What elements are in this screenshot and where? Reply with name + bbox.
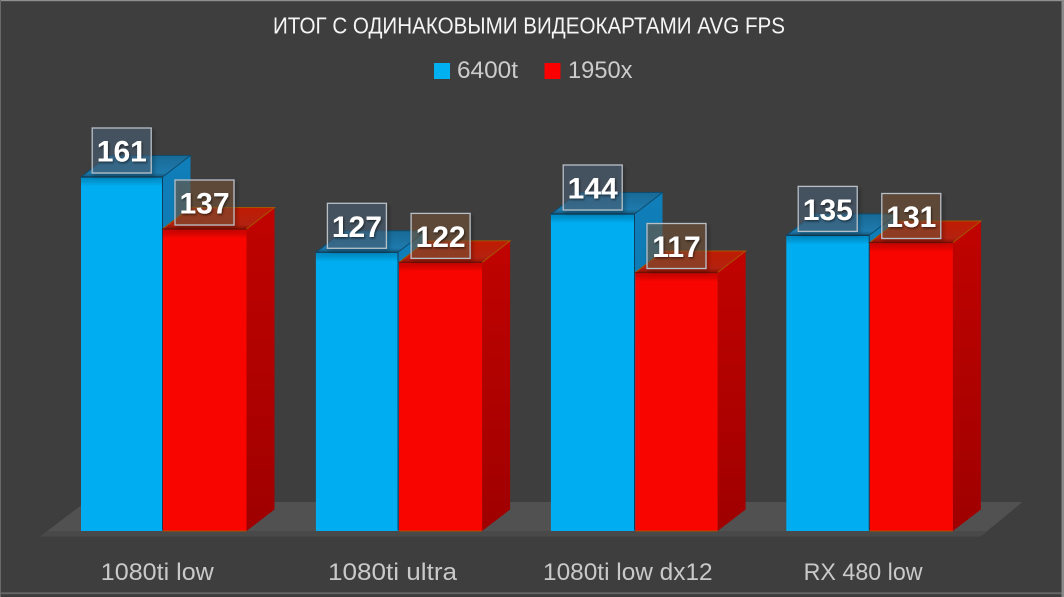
- svg-text:137: 137: [179, 188, 229, 221]
- svg-text:161: 161: [97, 136, 147, 169]
- svg-text:122: 122: [416, 221, 466, 254]
- svg-text:1080ti low dx12: 1080ti low dx12: [543, 559, 713, 586]
- svg-text:6400t: 6400t: [457, 57, 518, 84]
- svg-text:144: 144: [568, 173, 618, 206]
- svg-text:127: 127: [332, 211, 382, 244]
- svg-text:135: 135: [803, 194, 853, 227]
- svg-text:1080ti low: 1080ti low: [101, 559, 215, 586]
- svg-text:ИТОГ С ОДИНАКОВЫМИ ВИДЕОКАРТАМ: ИТОГ С ОДИНАКОВЫМИ ВИДЕОКАРТАМИ AVG FPS: [273, 12, 785, 38]
- svg-text:117: 117: [652, 231, 700, 264]
- svg-text:1950x: 1950x: [568, 57, 633, 84]
- svg-text:1080ti ultra: 1080ti ultra: [328, 559, 458, 586]
- svg-text:RX 480 low: RX 480 low: [804, 559, 924, 586]
- svg-text:131: 131: [886, 201, 936, 234]
